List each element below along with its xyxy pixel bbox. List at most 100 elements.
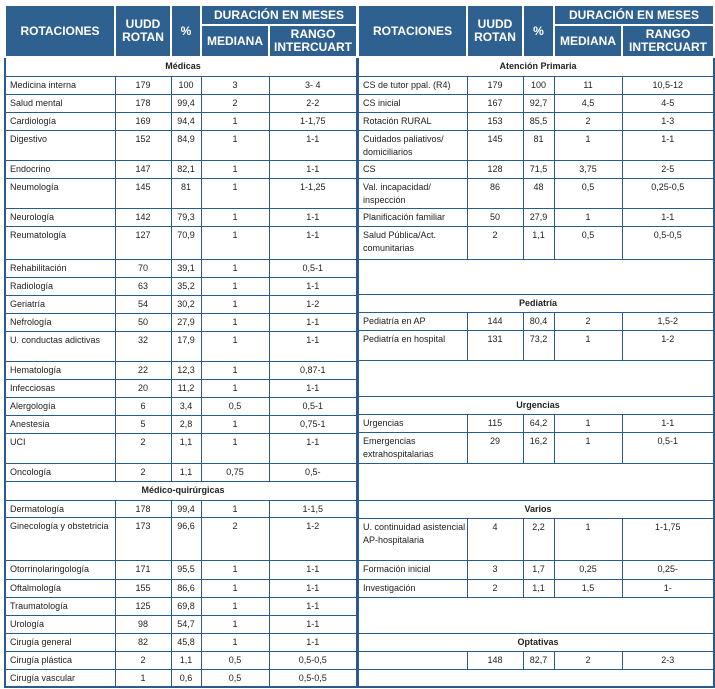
section-row: Optativas	[357, 632, 715, 652]
table-row: Anestesia 5 2,8 1 0,75-1	[4, 414, 358, 434]
rango-cell: 0,5-0,5	[621, 225, 715, 260]
uudd-cell: 178	[114, 499, 172, 518]
section-row: Pediatría	[357, 293, 715, 313]
mediana-cell: 1	[200, 159, 270, 179]
spacer-cell	[357, 258, 715, 295]
uudd-cell: 142	[114, 207, 172, 227]
col-header-pct: %	[522, 4, 556, 58]
pct-cell: 1,1	[170, 650, 202, 670]
rango-cell: 0,75-1	[268, 414, 358, 434]
uudd-cell: 63	[114, 276, 172, 296]
pct-cell: 94,4	[170, 111, 202, 131]
table-row: Infecciosas 20 11,2 1 1-1	[4, 378, 358, 398]
table-row: Digestivo 152 84,9 1 1-1	[4, 129, 358, 161]
section-title: Atención Primaria	[357, 56, 715, 77]
uudd-cell: 147	[114, 159, 172, 179]
mediana-cell: 1	[200, 632, 270, 652]
mediana-cell: 2	[553, 650, 623, 670]
mediana-cell: 1	[200, 294, 270, 314]
rotacion-cell: Endocrino	[4, 159, 116, 179]
uudd-cell: 125	[114, 596, 172, 616]
rotacion-cell: Urología	[4, 614, 116, 634]
rotacion-cell: Salud mental	[4, 93, 116, 113]
uudd-cell: 169	[114, 111, 172, 131]
uudd-cell: 4	[466, 517, 524, 561]
rotacion-cell: Formación inicial	[357, 559, 468, 580]
table-row: Planificación familiar 50 27,9 1 1-1	[357, 207, 715, 227]
mediana-cell: 1	[200, 360, 270, 380]
pct-cell: 100	[170, 75, 202, 95]
rotacion-cell: U. continuidad asistencial AP-hospitalar…	[357, 517, 468, 561]
pct-cell: 27,9	[522, 207, 555, 227]
col-header-rotaciones: ROTACIONES	[357, 4, 469, 58]
mediana-cell: 1	[200, 559, 270, 580]
pct-cell: 92,7	[522, 93, 555, 113]
uudd-cell: 171	[114, 559, 172, 580]
spacer-cell	[357, 359, 715, 397]
uudd-cell: 152	[114, 129, 172, 161]
spacer-row	[357, 668, 715, 688]
uudd-cell: 50	[114, 312, 172, 332]
rango-cell: 1-2	[268, 294, 358, 314]
table-row: 148 82,7 2 2-3	[357, 650, 715, 670]
mediana-cell: 1	[200, 330, 270, 362]
table-row: Hematología 22 12,3 1 0,87-1	[4, 360, 358, 380]
pct-cell: 0,6	[170, 668, 202, 688]
mediana-cell: 2	[553, 311, 623, 331]
mediana-cell: 1	[200, 578, 270, 598]
table-row: CS inicial 167 92,7 4,5 4-5	[357, 93, 715, 113]
rango-cell: 1-1	[268, 225, 358, 260]
pct-cell: 39,1	[170, 258, 202, 278]
table-row: Cirugía vascular 1 0,6 0,5 0,5-0,5	[4, 668, 358, 688]
table-row: Pediatría en hospital 131 73,2 1 1-2	[357, 329, 715, 361]
mediana-cell: 0,5	[200, 668, 270, 688]
pct-cell: 1,1	[170, 432, 202, 464]
rotacion-cell: CS	[357, 159, 468, 179]
spacer-row	[357, 462, 715, 501]
mediana-cell: 1	[200, 596, 270, 616]
rotacion-cell: Emergencias extrahospitalarias	[357, 431, 468, 464]
uudd-cell: 148	[466, 650, 524, 670]
table-row: Formación inicial 3 1,7 0,25 0,25-	[357, 559, 715, 580]
mediana-cell: 1	[200, 312, 270, 332]
rotacion-cell: Alergología	[4, 396, 116, 416]
table-row: Reumatología 127 70,9 1 1-1	[4, 225, 358, 260]
mediana-cell: 0,75	[200, 462, 270, 482]
pct-cell: 82,1	[170, 159, 202, 179]
table-row: Radiología 63 35,2 1 1-1	[4, 276, 358, 296]
pct-cell: 3,4	[170, 396, 202, 416]
rotations-table: ROTACIONES UUDD ROTAN % DURACIÓN EN MESE…	[4, 4, 715, 688]
pct-cell: 2,2	[522, 517, 555, 561]
mediana-cell: 1	[200, 225, 270, 260]
table-row: Cuidados paliativos/ domiciliarios 145 81 1…	[357, 129, 715, 161]
rango-cell: 1-1	[268, 276, 358, 296]
pct-cell: 95,5	[170, 559, 202, 580]
table-row: U. conductas adictivas 32 17,9 1 1-1	[4, 330, 358, 362]
uudd-cell: 50	[466, 207, 524, 227]
uudd-cell: 179	[114, 75, 172, 95]
table-row: Emergencias extrahospitalarias 29 16,2 1 0,5…	[357, 431, 715, 464]
mediana-cell: 1	[553, 517, 623, 561]
col-header-rotaciones: ROTACIONES	[4, 4, 116, 58]
table-row: Rehabilitación 70 39,1 1 0,5-1	[4, 258, 358, 278]
pct-cell: 86,6	[170, 578, 202, 598]
rango-cell: 1-1	[621, 129, 715, 161]
rango-cell: 4-5	[621, 93, 715, 113]
rotacion-cell: Pediatría en AP	[357, 311, 468, 331]
table-row: Cirugía general 82 45,8 1 1-1	[4, 632, 358, 652]
mediana-cell: 0,25	[553, 559, 623, 580]
rotacion-cell: Hematología	[4, 360, 116, 380]
pct-cell: 30,2	[170, 294, 202, 314]
uudd-cell: 20	[114, 378, 172, 398]
uudd-cell: 153	[466, 111, 524, 131]
rango-cell: 1-1	[268, 614, 358, 634]
rango-cell: 1-1	[621, 413, 715, 433]
table-row: Cardiología 169 94,4 1 1-1,75	[4, 111, 358, 131]
rotacion-cell: Planificación familiar	[357, 207, 468, 227]
col-header-uudd: UUDD ROTAN	[466, 4, 525, 58]
table-row: Oncología 2 1,1 0,75 0,5-	[4, 462, 358, 482]
rotacion-cell: Rehabilitación	[4, 258, 116, 278]
rotacion-cell: Medicina interna	[4, 75, 116, 95]
section-title: Varios	[357, 499, 715, 519]
table-row: UCI 2 1,1 1 1-1	[4, 432, 358, 464]
